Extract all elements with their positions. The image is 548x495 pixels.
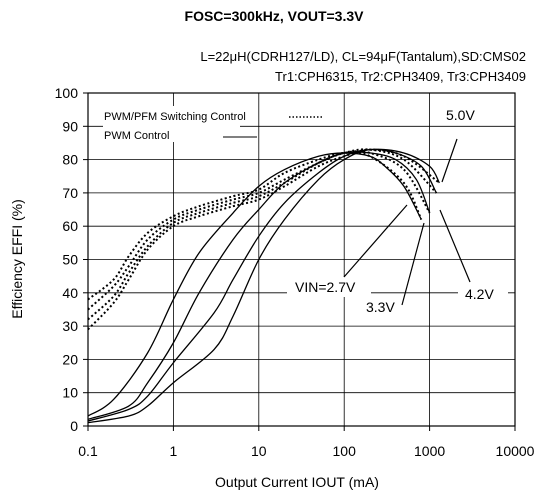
x-axis-title: Output Current IOUT (mA) bbox=[215, 474, 379, 490]
plot-frame bbox=[83, 92, 516, 431]
y-tick-label-0: 0 bbox=[70, 418, 78, 434]
annotation-arrow-27v bbox=[343, 204, 408, 278]
annotation-42v: 4.2V bbox=[465, 286, 494, 302]
annotation-arrow-33v bbox=[401, 222, 425, 306]
y-tick-label-100: 100 bbox=[55, 85, 79, 101]
y-tick-label-80: 80 bbox=[62, 152, 78, 168]
plot-border bbox=[87, 92, 516, 427]
chart-title: FOSC=300kHz, VOUT=3.3V bbox=[184, 8, 364, 24]
y-tick-label-10: 10 bbox=[62, 385, 78, 401]
y-tick-label-90: 90 bbox=[62, 118, 78, 134]
curve-pwm-pfm-50V bbox=[87, 148, 440, 331]
y-tick-label-40: 40 bbox=[62, 285, 78, 301]
curve-pwm-42V bbox=[87, 148, 437, 422]
curve-pwm-33V bbox=[87, 151, 431, 420]
annotation-bg-27v bbox=[287, 277, 371, 297]
x-tick-label-100: 100 bbox=[333, 443, 357, 459]
curve-pwm-27V bbox=[87, 152, 422, 417]
x-tick-label-1000: 1000 bbox=[414, 443, 445, 459]
y-tick-label-20: 20 bbox=[62, 351, 78, 367]
voltage-annotations: 5.0V VIN=2.7V 3.3V 4.2V bbox=[287, 105, 508, 315]
annotation-arrow-5v bbox=[441, 138, 458, 183]
x-tick-label-10000: 10000 bbox=[496, 443, 535, 459]
annotation-bg-33v bbox=[360, 297, 402, 315]
y-tick-label-60: 60 bbox=[62, 218, 78, 234]
annotation-33v: 3.3V bbox=[366, 299, 395, 315]
x-tick-label-1: 1 bbox=[170, 443, 178, 459]
curve-pwm-pfm-42V bbox=[87, 148, 438, 321]
tick-labels: 0 10 20 30 40 50 60 70 80 90 100 0.1 1 10 100 1000 10000 bbox=[55, 85, 535, 459]
annotation-bg-42v bbox=[458, 284, 508, 302]
x-tick-label-10: 10 bbox=[251, 443, 267, 459]
x-tick-label-0.1: 0.1 bbox=[78, 443, 98, 459]
y-tick-label-70: 70 bbox=[62, 185, 78, 201]
chart-subtitle-line-2: Tr1:CPH6315, Tr2:CPH3409, Tr3:CPH3409 bbox=[275, 69, 526, 84]
annotation-arrow-42v bbox=[439, 209, 471, 283]
y-axis-title: Efficiency EFFI (%) bbox=[9, 199, 25, 319]
curve-pwm-50V bbox=[87, 148, 440, 424]
annotation-5v: 5.0V bbox=[446, 107, 475, 123]
y-tick-label-50: 50 bbox=[62, 252, 78, 268]
legend: PWM/PFM Switching Control PWM Control bbox=[103, 106, 324, 142]
annotation-bg-5v bbox=[435, 105, 485, 123]
legend-background bbox=[103, 106, 240, 142]
series-curves bbox=[87, 148, 440, 424]
legend-label-pwm: PWM Control bbox=[104, 130, 169, 142]
annotation-vin-27v: VIN=2.7V bbox=[295, 279, 356, 295]
legend-label-pwm-pfm: PWM/PFM Switching Control bbox=[104, 111, 246, 123]
y-tick-label-30: 30 bbox=[62, 318, 78, 334]
chart-subtitle-line-1: L=22μH(CDRH127/LD), CL=94μF(Tantalum),SD… bbox=[200, 49, 526, 64]
